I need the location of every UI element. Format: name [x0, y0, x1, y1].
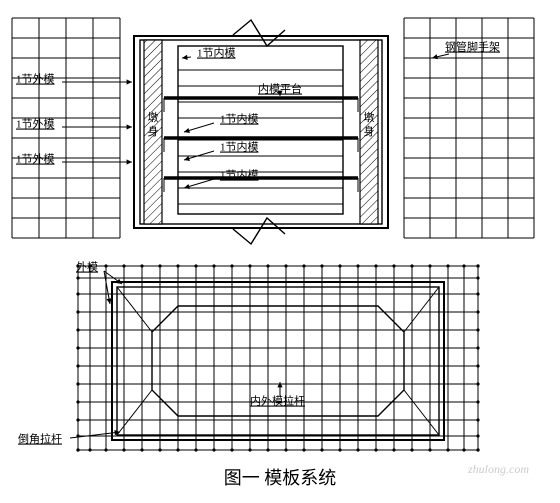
bottom-view: 外模内外模拉杆倒角拉杆 — [18, 261, 480, 452]
watermark: zhulong.com — [467, 462, 529, 476]
label-corner-tie: 倒角拉杆 — [18, 432, 62, 446]
label-outer-form-2: 1节外模 — [16, 153, 55, 166]
diagram-stage: 墩身墩身1节外模1节外模1节外模1节内模内模平台1节内模1节内模1节内模钢管脚手… — [0, 0, 560, 503]
label-outer-form-1: 1节外模 — [16, 118, 55, 131]
diagram-svg: 墩身墩身1节外模1节外模1节外模1节内模内模平台1节内模1节内模1节内模钢管脚手… — [0, 0, 560, 503]
label-tie-rod: 内外模拉杆 — [250, 394, 305, 408]
top-view: 墩身墩身1节外模1节外模1节外模1节内模内模平台1节内模1节内模1节内模钢管脚手… — [12, 18, 534, 244]
tie-grid — [76, 264, 479, 451]
label-inner-form-2: 1节内模 — [220, 168, 259, 182]
label-inner-form-1: 1节内模 — [220, 140, 259, 154]
label-outer-form: 外模 — [76, 261, 98, 274]
figure-title: 图一 模板系统 — [224, 468, 337, 488]
label-scaffold: 钢管脚手架 — [445, 40, 500, 54]
label-top-inner: 1节内模 — [197, 46, 236, 60]
label-inner-form-0: 1节内模 — [220, 112, 259, 126]
label-outer-form-0: 1节外模 — [16, 73, 55, 86]
